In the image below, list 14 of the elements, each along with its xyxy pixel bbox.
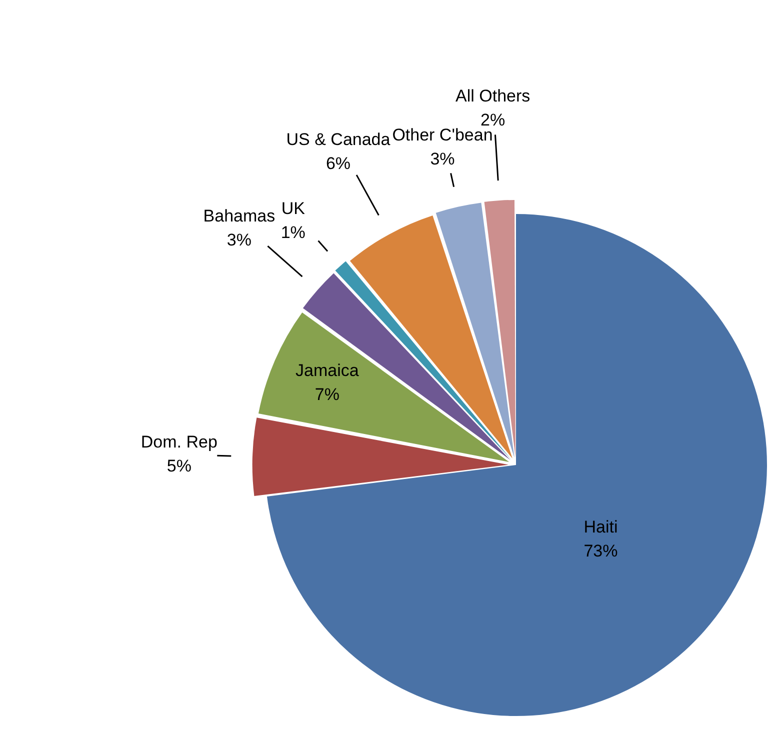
slice-label: US & Canada	[286, 130, 391, 149]
slice-label: Bahamas	[203, 206, 276, 226]
data-label: 1%	[280, 222, 306, 242]
data-label: 3%	[226, 230, 252, 250]
slice-label: Jamaica	[296, 360, 360, 380]
data-label: 7%	[314, 384, 340, 404]
data-label: 3%	[430, 150, 455, 169]
data-label: 6%	[326, 154, 351, 173]
slice-label: Haiti	[584, 517, 618, 536]
slice-label: All Others	[456, 86, 530, 106]
data-label: 73%	[584, 541, 618, 560]
data-label: 5%	[166, 456, 192, 476]
slice-label: Dom. Rep	[140, 432, 218, 452]
slice-label: UK	[281, 198, 306, 218]
